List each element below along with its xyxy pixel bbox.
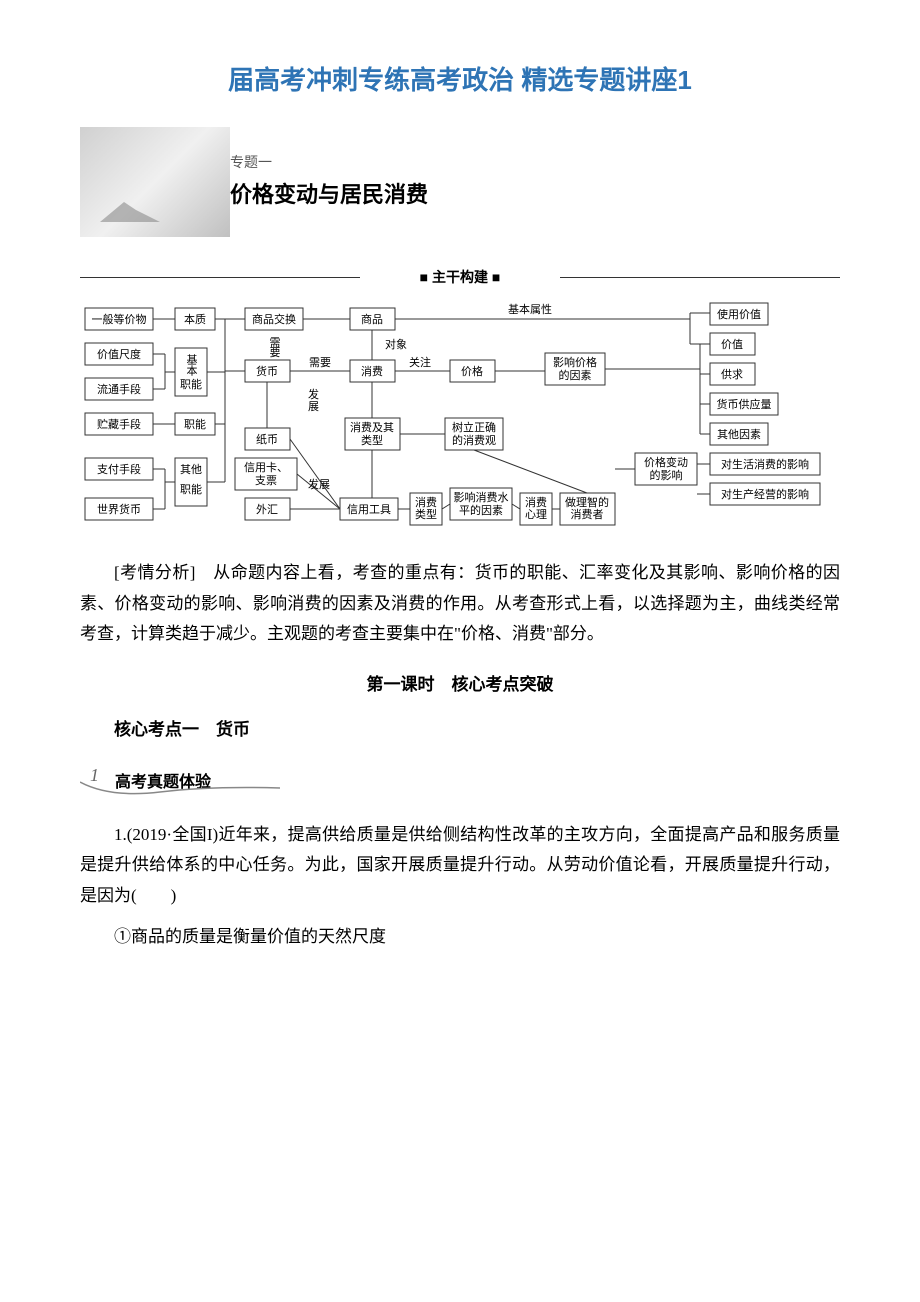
- section-heading: 第一课时 核心考点突破: [80, 670, 840, 695]
- svg-text:影响消费水: 影响消费水: [454, 490, 509, 504]
- svg-text:商品交换: 商品交换: [252, 312, 296, 326]
- svg-text:类型: 类型: [361, 433, 383, 447]
- svg-text:商品: 商品: [361, 312, 383, 326]
- exam-tab: 1 高考真题体验: [80, 760, 280, 800]
- svg-text:使用价值: 使用价值: [717, 308, 761, 321]
- subsection-heading: 核心考点一 货币: [80, 715, 840, 740]
- topic-label: 专题一: [230, 152, 428, 172]
- svg-text:外汇: 外汇: [256, 503, 278, 516]
- svg-text:其他因素: 其他因素: [717, 428, 761, 441]
- diagram-svg: 一般等价物 价值尺度 流通手段 贮藏手段 支付手段 世界货币 本质 基本职能 职…: [80, 298, 840, 538]
- svg-text:消费者: 消费者: [571, 507, 604, 521]
- svg-text:的消费观: 的消费观: [452, 433, 496, 447]
- svg-text:职能: 职能: [180, 377, 202, 391]
- svg-text:纸币: 纸币: [256, 433, 278, 446]
- svg-text:消费: 消费: [525, 495, 547, 509]
- svg-text:关注: 关注: [409, 355, 431, 369]
- question-option-1: ①商品的质量是衡量价值的天然尺度: [80, 922, 840, 953]
- svg-text:支付手段: 支付手段: [97, 462, 141, 476]
- svg-text:树立正确: 树立正确: [452, 420, 496, 434]
- svg-text:价值尺度: 价值尺度: [97, 347, 141, 361]
- svg-text:信用卡、: 信用卡、: [244, 461, 288, 474]
- svg-text:消费: 消费: [361, 364, 383, 378]
- svg-text:职能: 职能: [180, 482, 202, 496]
- topic-title: 价格变动与居民消费: [230, 177, 428, 209]
- svg-text:支票: 支票: [255, 474, 277, 487]
- svg-text:价值: 价值: [721, 338, 743, 351]
- topic-image: [80, 127, 230, 237]
- page-title: 届高考冲刺专练高考政治 精选专题讲座1: [80, 60, 840, 97]
- concept-diagram: 一般等价物 价值尺度 流通手段 贮藏手段 支付手段 世界货币 本质 基本职能 职…: [80, 297, 840, 543]
- svg-text:消费及其: 消费及其: [350, 420, 394, 434]
- svg-text:货币供应量: 货币供应量: [717, 397, 772, 411]
- topic-header: 专题一 价格变动与居民消费: [80, 127, 480, 237]
- analysis-paragraph: [考情分析] 从命题内容上看，考查的重点有：货币的职能、汇率变化及其影响、影响价…: [80, 558, 840, 650]
- svg-text:类型: 类型: [415, 507, 437, 521]
- svg-text:平的因素: 平的因素: [459, 503, 503, 517]
- svg-text:发展: 发展: [308, 477, 330, 491]
- svg-text:对生活消费的影响: 对生活消费的影响: [721, 457, 809, 471]
- topic-box: 专题一 价格变动与居民消费: [230, 152, 428, 209]
- svg-text:心理: 心理: [525, 508, 547, 521]
- svg-text:基本: 基本: [185, 354, 198, 377]
- svg-text:要: 要: [270, 346, 281, 359]
- svg-text:基本属性: 基本属性: [508, 302, 552, 316]
- svg-text:的因素: 的因素: [559, 368, 592, 382]
- svg-text:对生产经营的影响: 对生产经营的影响: [721, 487, 809, 501]
- framework-heading: ■ 主干构建 ■: [80, 267, 840, 287]
- svg-text:其他: 其他: [180, 463, 202, 476]
- svg-text:供求: 供求: [721, 367, 743, 381]
- svg-text:的影响: 的影响: [650, 468, 683, 482]
- svg-text:消费: 消费: [415, 495, 437, 509]
- svg-text:信用工具: 信用工具: [347, 503, 391, 516]
- svg-text:一般等价物: 一般等价物: [92, 312, 147, 326]
- svg-text:对象: 对象: [385, 337, 407, 351]
- svg-text:世界货币: 世界货币: [97, 502, 141, 516]
- question-stem: 1.(2019·全国I)近年来，提高供给质量是供给侧结构性改革的主攻方向，全面提…: [80, 820, 840, 912]
- svg-text:本质: 本质: [184, 312, 206, 326]
- svg-text:价格: 价格: [461, 364, 483, 378]
- framework-heading-text: 主干构建: [432, 269, 488, 285]
- svg-text:流通手段: 流通手段: [97, 382, 141, 396]
- svg-text:需要: 需要: [309, 356, 331, 369]
- exam-tab-curve-icon: [80, 780, 280, 800]
- svg-text:货币: 货币: [256, 364, 278, 378]
- svg-text:展: 展: [308, 400, 319, 413]
- svg-text:价格变动: 价格变动: [644, 455, 688, 469]
- svg-text:发: 发: [308, 387, 319, 401]
- svg-text:影响价格: 影响价格: [553, 355, 597, 369]
- svg-text:贮藏手段: 贮藏手段: [97, 417, 141, 431]
- analysis-label: [考情分析]: [114, 563, 195, 582]
- svg-text:做理智的: 做理智的: [565, 495, 609, 509]
- svg-text:职能: 职能: [184, 417, 206, 431]
